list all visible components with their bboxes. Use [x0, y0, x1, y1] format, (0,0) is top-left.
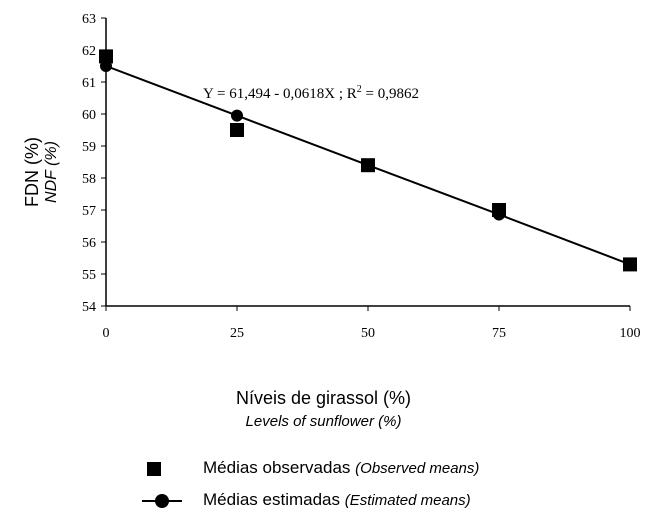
estimated-point: [362, 159, 374, 172]
x-axis: 0 25 50 75 100: [103, 305, 641, 341]
estimated-point: [624, 258, 636, 271]
circle-marker-icon: [155, 493, 169, 508]
legend-swatch-estimated: [142, 491, 192, 511]
y-tick-label: 59: [82, 140, 96, 155]
y-tick-label: 61: [82, 76, 96, 91]
x-tick-label: 25: [230, 326, 244, 341]
legend-label-observed-english: (Observed means): [355, 460, 480, 477]
y-tick-label: 54: [82, 300, 96, 315]
observed-point: [230, 123, 244, 137]
equation-superscript: 2: [357, 84, 362, 95]
x-tick-label: 75: [492, 326, 506, 341]
legend-swatch-observed: [142, 459, 192, 479]
x-tick-label: 50: [361, 326, 375, 341]
y-tick-label: 56: [82, 236, 96, 251]
equation-r2: = 0,9862: [362, 86, 419, 102]
y-axis-title-english: NDF (%): [43, 141, 60, 203]
y-tick-label: 55: [82, 268, 96, 283]
legend-item-observed: Médias observadas (Observed means): [142, 458, 479, 479]
legend-label-observed: Médias observadas: [203, 458, 351, 477]
x-tick-label: 100: [620, 326, 641, 341]
regression-equation: Y = 61,494 - 0,0618X ; R2 = 0,9862: [203, 84, 419, 102]
estimated-point: [231, 109, 243, 122]
y-axis-title: FDN (%): [22, 137, 42, 207]
x-tick-label: 0: [103, 326, 110, 341]
square-marker-icon: [147, 461, 161, 476]
y-tick-label: 58: [82, 172, 96, 187]
x-axis-title-english: Levels of sunflower (%): [245, 413, 402, 430]
legend-label-estimated-english: (Estimated means): [344, 492, 471, 509]
x-axis-title: Níveis de girassol (%): [235, 388, 412, 408]
legend-label-estimated: Médias estimadas: [203, 490, 341, 509]
observed-point: [99, 49, 113, 64]
y-tick-label: 63: [82, 12, 96, 27]
points-layer: [99, 49, 637, 272]
y-tick-label: 62: [82, 44, 96, 59]
equation-text: Y = 61,494 - 0,0618X ; R: [203, 86, 357, 102]
estimated-point: [100, 60, 112, 72]
y-tick-label: 57: [82, 204, 96, 219]
legend-item-estimated: Médias estimadas (Estimated means): [142, 490, 471, 511]
y-tick-label: 60: [82, 108, 96, 123]
estimated-point: [493, 208, 505, 221]
